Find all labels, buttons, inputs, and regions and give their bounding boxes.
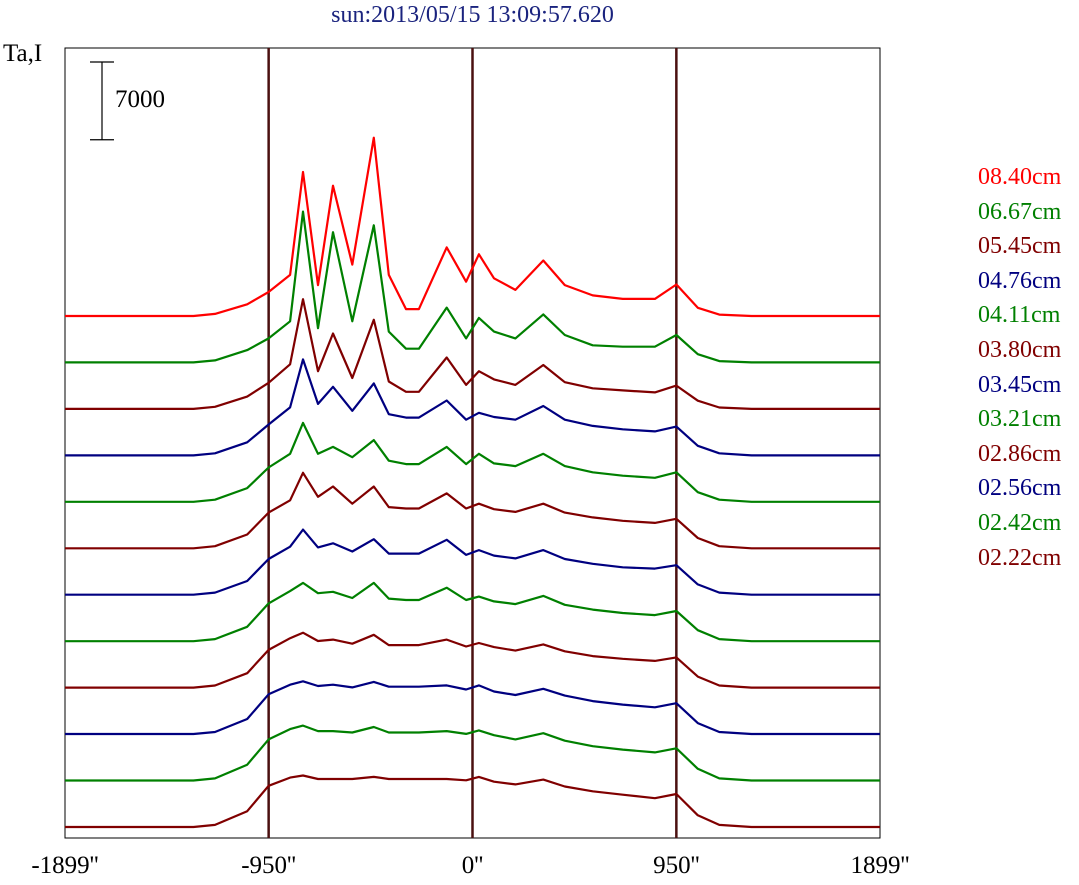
series-line-03.45cm xyxy=(65,528,880,596)
legend-item: 04.76cm xyxy=(978,267,1062,294)
legend-item: 04.11cm xyxy=(978,302,1061,329)
series-line-02.42cm xyxy=(65,724,880,782)
legend-item: 03.21cm xyxy=(978,406,1062,433)
series-line-04.76cm xyxy=(65,358,880,457)
legend-item: 05.45cm xyxy=(978,233,1062,260)
y-axis-label: Ta,I xyxy=(3,40,43,67)
legend-item: 06.67cm xyxy=(978,198,1062,225)
series-line-08.40cm xyxy=(65,136,880,318)
series-line-02.22cm xyxy=(65,774,880,829)
legend-item: 02.56cm xyxy=(978,475,1062,502)
series-line-02.56cm xyxy=(65,680,880,736)
legend-item: 08.40cm xyxy=(978,164,1062,190)
x-tick-label: 950'' xyxy=(653,852,700,879)
x-tick-label: -1899'' xyxy=(31,852,99,879)
series-line-03.80cm xyxy=(65,471,880,550)
legend-item: 03.80cm xyxy=(978,336,1062,363)
legend-item: 03.45cm xyxy=(978,371,1062,398)
chart-title: sun:2013/05/15 13:09:57.620 xyxy=(331,2,614,28)
legend-item: 02.22cm xyxy=(978,544,1062,571)
legend-item: 02.42cm xyxy=(978,509,1062,536)
legend: 08.40cm 06.67cm 05.45cm 04.76cm 04.11cm 03.80… xyxy=(978,160,1061,575)
legend-item: 02.86cm xyxy=(978,440,1062,467)
series-line-06.67cm xyxy=(65,210,880,364)
series-line-03.21cm xyxy=(65,581,880,643)
x-tick-label: 1899'' xyxy=(850,852,910,879)
series-line-02.86cm xyxy=(65,631,880,689)
series-line-05.45cm xyxy=(65,298,880,410)
x-tick-label: 0'' xyxy=(461,852,484,879)
series-line-04.11cm xyxy=(65,421,880,503)
scale-bar-label: 7000 xyxy=(115,86,165,113)
x-tick-label: -950'' xyxy=(241,852,297,879)
